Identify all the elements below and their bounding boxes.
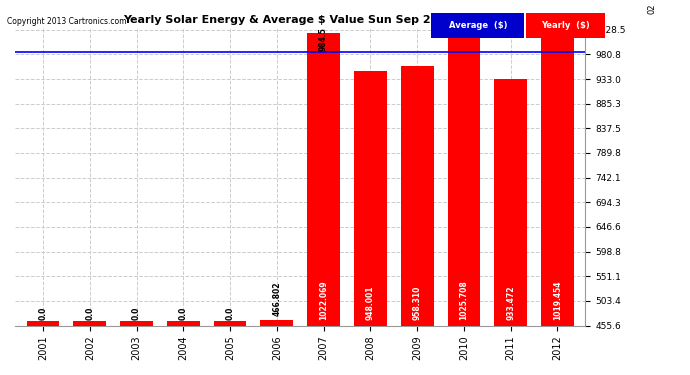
Text: 0.0: 0.0 (86, 307, 95, 320)
Bar (541, 34, 574, 326)
Bar (261, 320, 293, 326)
Text: 1025.708: 1025.708 (460, 280, 469, 320)
Text: 1022.069: 1022.069 (319, 281, 328, 320)
Text: Copyright 2013 Cartronics.com: Copyright 2013 Cartronics.com (7, 17, 126, 26)
Bar (73, 321, 106, 326)
Text: 933.472: 933.472 (506, 286, 515, 320)
Bar (214, 321, 246, 326)
Title: Yearly Solar Energy & Average $ Value Sun Sep 29 06:55: Yearly Solar Energy & Average $ Value Su… (123, 15, 477, 25)
Text: Yearly  ($): Yearly ($) (541, 21, 590, 30)
Text: 0.0: 0.0 (226, 307, 235, 320)
Bar (167, 321, 199, 326)
Bar (448, 31, 480, 326)
Text: 984.5: 984.5 (319, 27, 328, 51)
Text: 0.0: 0.0 (132, 307, 141, 320)
Text: 1019.454: 1019.454 (553, 281, 562, 320)
Text: 948.001: 948.001 (366, 286, 375, 320)
Text: 0.0: 0.0 (179, 307, 188, 320)
Bar (494, 79, 527, 326)
Text: Average  ($): Average ($) (448, 21, 507, 30)
Text: 02: 02 (647, 4, 657, 14)
Text: 466.802: 466.802 (273, 281, 282, 316)
Bar (307, 33, 340, 326)
Bar (354, 71, 387, 326)
Bar (120, 321, 153, 326)
Bar (401, 66, 433, 326)
Text: 958.310: 958.310 (413, 286, 422, 320)
Text: 0.0: 0.0 (39, 307, 48, 320)
Bar (27, 321, 59, 326)
